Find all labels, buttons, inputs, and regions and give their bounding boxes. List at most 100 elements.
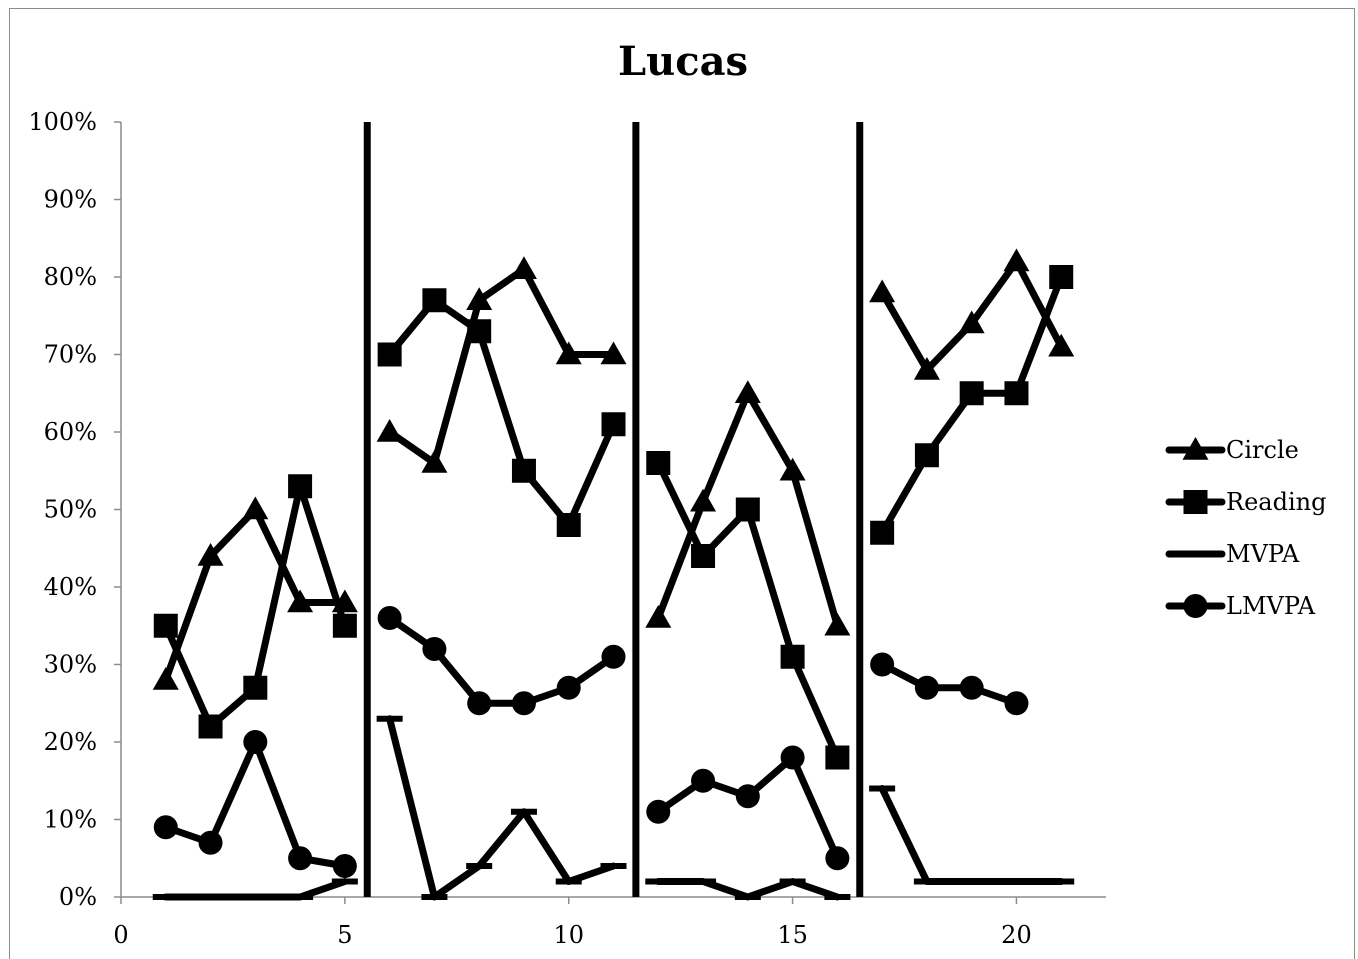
y-tick-label: 100% <box>28 108 97 136</box>
series-reading <box>153 265 1074 770</box>
circle-marker <box>1004 691 1029 716</box>
y-tick-label: 70% <box>44 341 97 369</box>
dash-marker <box>376 715 403 722</box>
triangle-marker <box>824 612 851 636</box>
plot-series <box>152 248 1075 901</box>
dash-marker <box>1048 878 1075 885</box>
chart-frame <box>9 8 1355 959</box>
series-line <box>878 785 1065 885</box>
square-marker <box>511 458 536 483</box>
circle-marker <box>511 691 536 716</box>
square-marker <box>1004 381 1029 406</box>
square-marker <box>243 675 268 700</box>
square-marker <box>288 474 313 499</box>
y-tick-label: 90% <box>44 186 97 214</box>
triangle-marker <box>555 341 582 365</box>
dash-marker <box>600 863 627 869</box>
triangle-marker <box>734 380 761 403</box>
circle-marker <box>959 675 984 700</box>
triangle-marker <box>1003 248 1030 272</box>
y-tick-label: 10% <box>44 806 97 834</box>
series-mvpa <box>152 715 1075 901</box>
legend-item-lmvpa: LMVPA <box>1165 592 1316 620</box>
dash-marker <box>824 894 851 900</box>
square-marker <box>377 342 402 367</box>
circle-marker <box>691 768 716 793</box>
triangle-marker <box>645 605 672 628</box>
y-tick-label: 0% <box>59 883 97 911</box>
dash-marker <box>645 878 672 885</box>
circle-marker <box>243 730 268 754</box>
triangle-marker <box>376 419 403 442</box>
circle-marker <box>198 830 223 855</box>
circle-marker <box>377 606 402 630</box>
circle-marker <box>153 815 178 840</box>
dash-marker <box>152 894 179 900</box>
legend-triangle-marker <box>1182 437 1209 460</box>
series-circle <box>152 248 1075 690</box>
legend: Circle Reading MVPA LMVPA <box>1165 436 1326 620</box>
x-tick-label: 20 <box>1001 921 1032 949</box>
square-marker <box>332 613 357 638</box>
square-marker <box>691 544 716 568</box>
y-tick-label: 80% <box>44 263 97 291</box>
triangle-marker <box>913 357 940 380</box>
triangle-marker <box>779 457 806 481</box>
series-line <box>162 738 349 870</box>
triangle-marker <box>197 543 224 566</box>
chart-title: Lucas <box>618 38 748 85</box>
square-marker <box>556 513 581 537</box>
square-marker <box>959 381 984 406</box>
y-tick-label: 30% <box>44 651 97 679</box>
circle-marker <box>870 652 895 677</box>
y-tick-label: 50% <box>44 496 97 524</box>
triangle-marker <box>152 667 179 690</box>
triangle-marker <box>510 256 537 279</box>
phase-change-lines <box>363 122 864 897</box>
triangle-marker <box>421 450 448 473</box>
dash-marker <box>779 878 806 885</box>
square-marker <box>780 644 805 669</box>
square-marker <box>914 443 939 468</box>
triangle-marker <box>690 488 717 512</box>
square-marker <box>198 714 223 739</box>
dash-marker <box>421 894 448 900</box>
dash-marker <box>1003 878 1030 885</box>
dash-marker <box>197 894 224 900</box>
circle-marker <box>467 691 492 716</box>
series-lmvpa <box>153 606 1029 878</box>
circle-marker <box>825 846 850 871</box>
dash-marker <box>466 863 493 869</box>
series-line <box>386 715 617 901</box>
legend-item-mvpa: MVPA <box>1165 540 1300 568</box>
legend-circle-marker <box>1183 594 1208 618</box>
y-tick-label: 20% <box>44 728 97 756</box>
dash-marker <box>331 878 358 885</box>
x-tick-label: 15 <box>777 921 808 949</box>
square-marker <box>735 497 760 522</box>
legend-square-marker <box>1183 490 1208 514</box>
circle-marker <box>914 675 939 700</box>
dash-marker <box>734 894 761 900</box>
legend-label: MVPA <box>1226 540 1300 568</box>
y-tick-label: 40% <box>44 573 97 601</box>
square-marker <box>422 288 447 313</box>
circle-marker <box>332 854 357 878</box>
circle-marker <box>646 799 671 824</box>
dash-marker <box>555 878 582 885</box>
square-marker <box>825 745 850 770</box>
triangle-marker <box>1048 333 1075 357</box>
square-marker <box>1049 265 1074 289</box>
square-marker <box>646 451 671 475</box>
triangle-marker <box>287 589 314 613</box>
x-tick-label: 5 <box>337 921 352 949</box>
square-marker <box>467 319 492 344</box>
circle-marker <box>780 745 805 770</box>
series-line <box>386 296 617 529</box>
dash-marker <box>690 878 717 885</box>
square-marker <box>870 520 895 545</box>
circle-marker <box>556 675 581 700</box>
triangle-marker <box>600 341 627 365</box>
circle-marker <box>735 784 760 809</box>
circle-marker <box>288 846 313 871</box>
